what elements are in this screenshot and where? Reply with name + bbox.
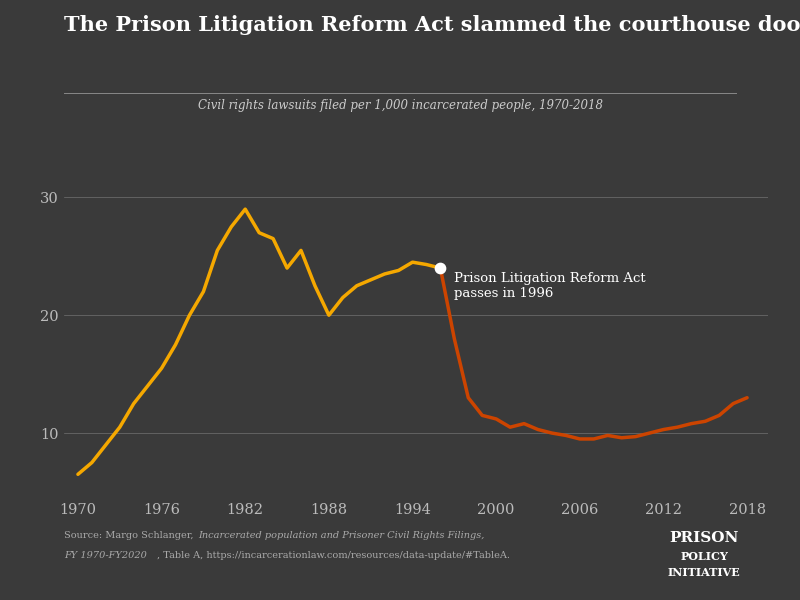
Text: Incarcerated population and Prisoner Civil Rights Filings,: Incarcerated population and Prisoner Civ… (198, 531, 485, 540)
Text: Civil rights lawsuits filed per 1,000 incarcerated people, 1970-2018: Civil rights lawsuits filed per 1,000 in… (198, 99, 602, 112)
Text: PRISON: PRISON (670, 531, 738, 545)
Text: , Table A, https://incarcerationlaw.com/resources/data-update/#TableA.: , Table A, https://incarcerationlaw.com/… (157, 551, 510, 560)
Text: FY 1970-FY2020: FY 1970-FY2020 (64, 551, 147, 560)
Text: POLICY: POLICY (680, 551, 728, 562)
Point (434, 263, 446, 273)
Text: The Prison Litigation Reform Act slammed the courthouse door: The Prison Litigation Reform Act slammed… (64, 15, 800, 35)
Text: INITIATIVE: INITIATIVE (668, 567, 740, 578)
Text: Prison Litigation Reform Act
passes in 1996: Prison Litigation Reform Act passes in 1… (454, 272, 646, 299)
Text: Source: Margo Schlanger,: Source: Margo Schlanger, (64, 531, 197, 540)
